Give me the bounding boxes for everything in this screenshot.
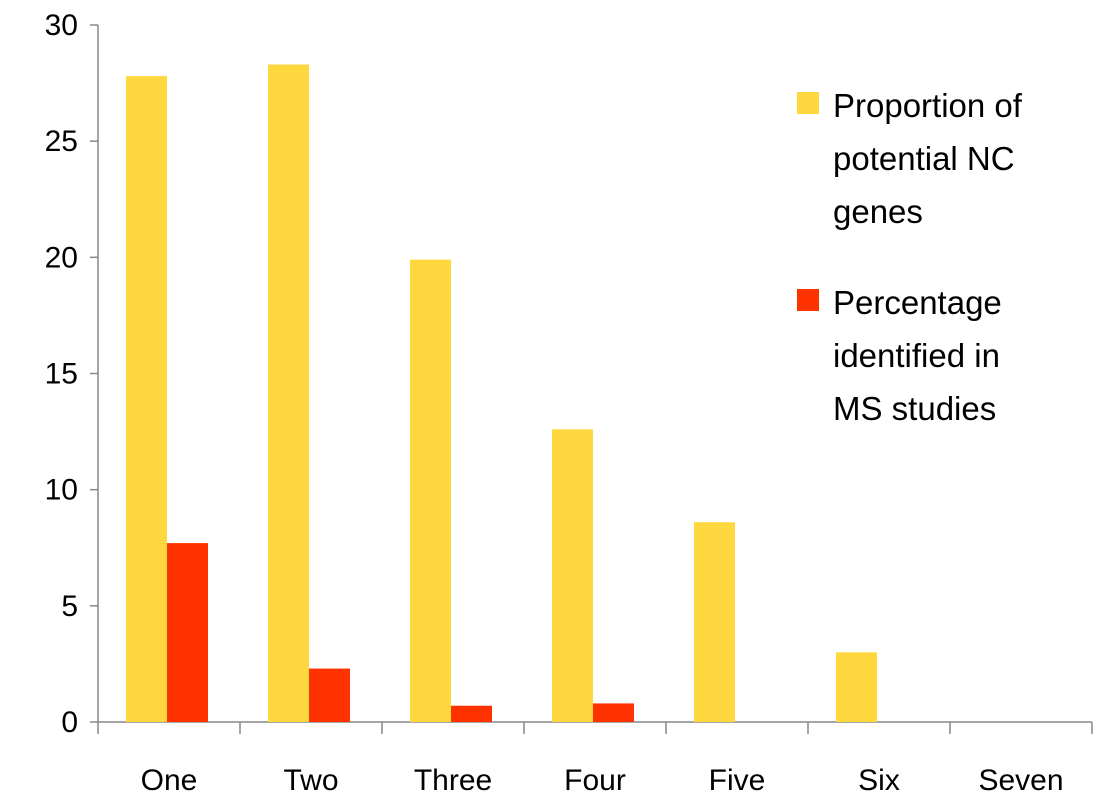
legend: Proportion of potential NC genes Percentage… <box>797 87 1023 427</box>
y-tick-label: 10 <box>45 474 78 507</box>
y-tick-label: 15 <box>45 358 78 391</box>
x-tick-label: Four <box>564 764 626 796</box>
bar-series-1 <box>694 522 735 722</box>
y-tick-label: 30 <box>45 9 78 42</box>
legend-label: Percentage <box>833 284 1002 321</box>
bar-series-1 <box>410 259 451 722</box>
x-tick-label: One <box>141 764 198 796</box>
bar-series-2 <box>167 543 208 722</box>
legend-label: MS studies <box>833 390 996 427</box>
bar-series-1 <box>126 76 167 722</box>
bars <box>126 64 877 723</box>
bar-series-1 <box>268 64 309 723</box>
x-tick-label: Three <box>414 764 492 796</box>
x-tick-label: Six <box>858 764 900 796</box>
y-tick-label: 0 <box>61 706 78 739</box>
legend-label: Proportion of <box>833 87 1023 124</box>
x-axis: One Two Three Four Five Six Seven <box>97 721 1093 796</box>
y-tick-label: 25 <box>45 125 78 158</box>
bar-series-1 <box>836 652 877 722</box>
x-tick-label: Two <box>283 764 338 796</box>
legend-label: identified in <box>833 337 1000 374</box>
legend-swatch <box>797 92 819 114</box>
bar-series-2 <box>309 668 350 722</box>
y-tick-label: 20 <box>45 241 78 274</box>
bar-series-2 <box>593 703 634 722</box>
x-tick-label: Five <box>709 764 766 796</box>
y-axis: 0 5 10 15 20 25 30 <box>45 9 99 739</box>
bar-series-2 <box>451 705 492 722</box>
x-tick-label: Seven <box>978 764 1063 796</box>
legend-swatch <box>797 289 819 311</box>
legend-label: potential NC <box>833 140 1015 177</box>
bar-series-1 <box>552 429 593 722</box>
y-tick-label: 5 <box>61 590 78 623</box>
legend-label: genes <box>833 193 923 230</box>
